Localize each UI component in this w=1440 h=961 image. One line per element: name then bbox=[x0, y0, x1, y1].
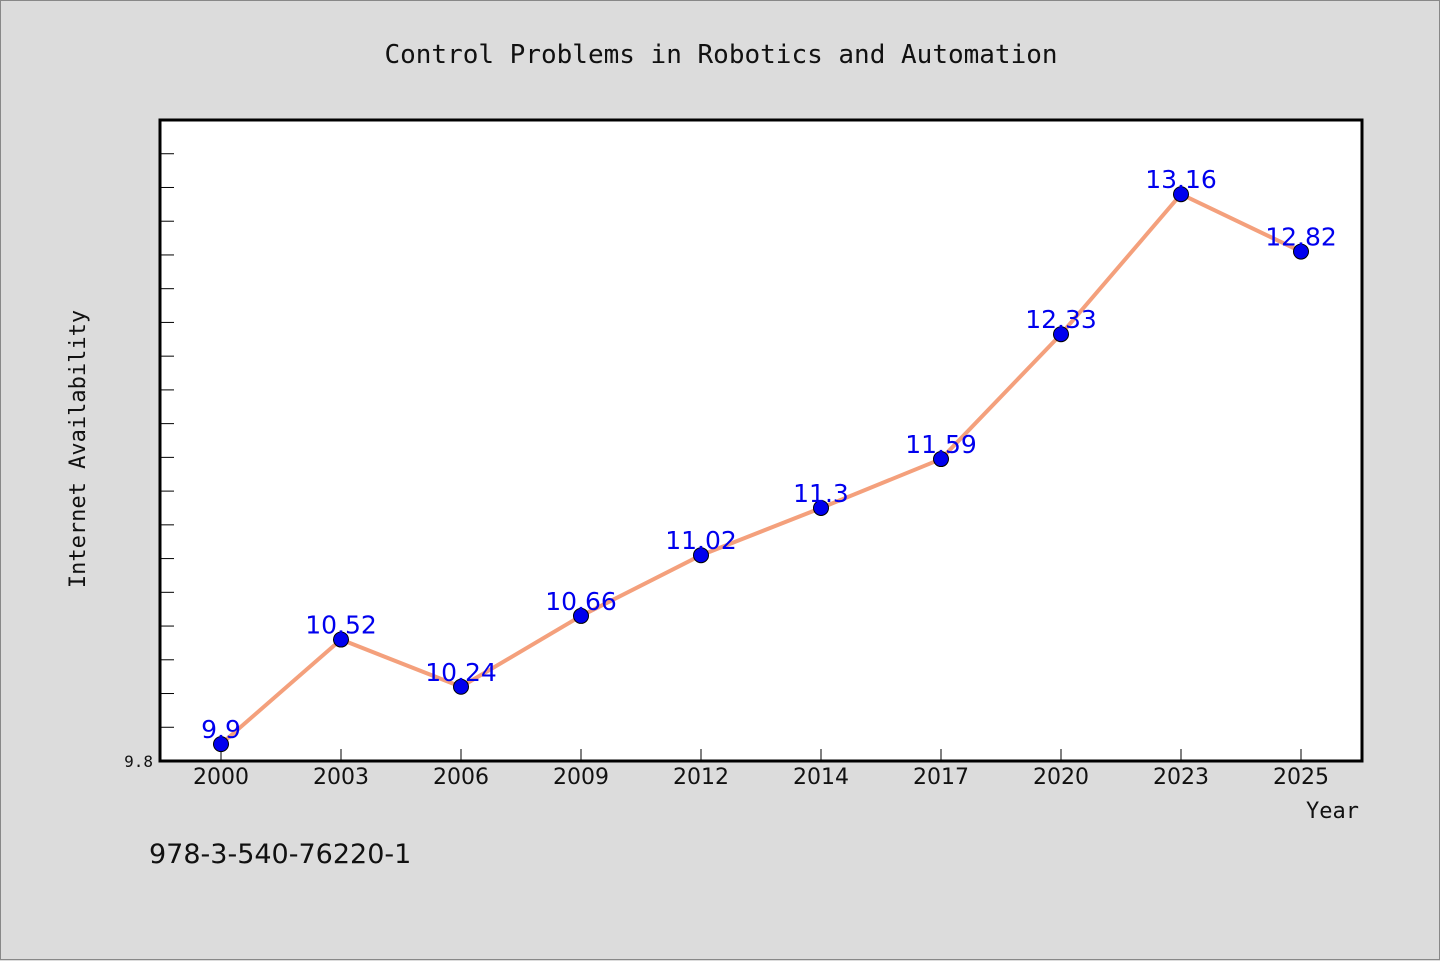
data-point bbox=[813, 499, 829, 516]
data-point bbox=[1053, 326, 1069, 343]
x-tick-label: 2014 bbox=[793, 765, 849, 790]
footer-code: 978-3-540-76220-1 bbox=[149, 839, 411, 870]
x-tick-label: 2003 bbox=[313, 765, 369, 790]
x-tick-label: 2012 bbox=[673, 765, 729, 790]
data-label: 13.16 bbox=[1145, 165, 1217, 194]
x-axis-label: Year bbox=[1306, 799, 1359, 824]
x-tick-label: 2009 bbox=[553, 765, 609, 790]
series-line bbox=[219, 192, 1302, 746]
data-label: 11.02 bbox=[665, 526, 737, 555]
data-point bbox=[1173, 186, 1189, 203]
data-point bbox=[213, 736, 229, 753]
data-label: 9.9 bbox=[201, 715, 241, 744]
chart-title: Control Problems in Robotics and Automat… bbox=[384, 40, 1057, 70]
series-group: 9.9 10.52 10.24 10.66 11.02 11.3 11.59 12.33 13.… bbox=[201, 165, 1337, 753]
data-label: 10.24 bbox=[425, 658, 497, 687]
data-label: 12.33 bbox=[1025, 305, 1097, 334]
data-point bbox=[1293, 243, 1309, 260]
data-point bbox=[453, 678, 469, 695]
data-label: 11.59 bbox=[905, 430, 977, 459]
data-label: 12.82 bbox=[1265, 223, 1337, 252]
y-axis-label: Internet Availability bbox=[66, 310, 91, 588]
data-label: 10.66 bbox=[545, 587, 617, 616]
data-label: 10.52 bbox=[305, 611, 377, 640]
x-tick-label: 2017 bbox=[913, 765, 969, 790]
y-tick-label: 9.8 bbox=[124, 752, 153, 771]
x-tick-label: 2000 bbox=[193, 765, 249, 790]
x-tick-label: 2023 bbox=[1153, 765, 1209, 790]
plot-area bbox=[158, 118, 1364, 763]
data-point bbox=[933, 451, 949, 468]
x-tick-label: 2020 bbox=[1033, 765, 1089, 790]
x-tick-label: 2006 bbox=[433, 765, 489, 790]
x-tick-label: 2025 bbox=[1273, 765, 1329, 790]
data-point bbox=[573, 607, 589, 624]
data-point bbox=[693, 547, 709, 564]
data-point bbox=[333, 631, 349, 648]
data-label: 11.3 bbox=[793, 479, 849, 508]
x-axis-ticks: 2000 2003 2006 2009 2012 2014 2017 2020 2023 2025 bbox=[193, 749, 1329, 790]
y-axis-ticks: 9.8 bbox=[124, 119, 174, 771]
